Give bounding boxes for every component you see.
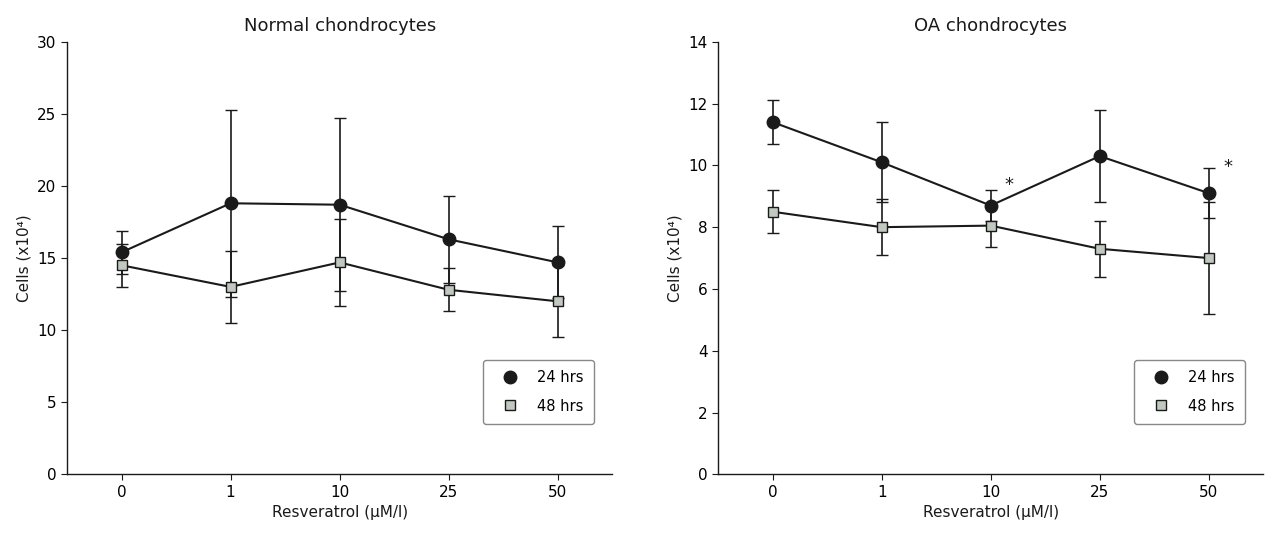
Legend: 24 hrs, 48 hrs: 24 hrs, 48 hrs	[1134, 360, 1245, 424]
48 hrs	[983, 222, 998, 229]
24 hrs	[1092, 153, 1107, 159]
Legend: 24 hrs, 48 hrs: 24 hrs, 48 hrs	[484, 360, 594, 424]
24 hrs	[223, 200, 238, 207]
24 hrs	[442, 236, 457, 243]
48 hrs	[223, 284, 238, 290]
24 hrs	[332, 201, 347, 208]
Text: *: *	[1005, 177, 1014, 194]
48 hrs	[1092, 245, 1107, 252]
48 hrs	[1201, 255, 1216, 262]
X-axis label: Resveratrol (μM/l): Resveratrol (μM/l)	[271, 505, 408, 520]
Line: 48 hrs: 48 hrs	[116, 258, 563, 306]
Title: OA chondrocytes: OA chondrocytes	[914, 17, 1068, 35]
Y-axis label: Cells (x10⁴): Cells (x10⁴)	[17, 214, 32, 302]
24 hrs	[765, 119, 781, 125]
48 hrs	[765, 208, 781, 215]
Line: 48 hrs: 48 hrs	[768, 207, 1213, 263]
48 hrs	[114, 262, 129, 268]
Y-axis label: Cells (x10⁴): Cells (x10⁴)	[668, 214, 682, 302]
48 hrs	[874, 224, 890, 230]
24 hrs	[1201, 190, 1216, 197]
Line: 24 hrs: 24 hrs	[767, 116, 1215, 212]
X-axis label: Resveratrol (μM/l): Resveratrol (μM/l)	[923, 505, 1059, 520]
Line: 24 hrs: 24 hrs	[115, 197, 564, 268]
Title: Normal chondrocytes: Normal chondrocytes	[243, 17, 435, 35]
24 hrs	[550, 259, 566, 266]
24 hrs	[983, 202, 998, 209]
48 hrs	[550, 298, 566, 304]
24 hrs	[874, 159, 890, 165]
24 hrs	[114, 249, 129, 256]
48 hrs	[332, 259, 347, 266]
48 hrs	[442, 287, 457, 293]
Text: *: *	[1222, 158, 1231, 176]
